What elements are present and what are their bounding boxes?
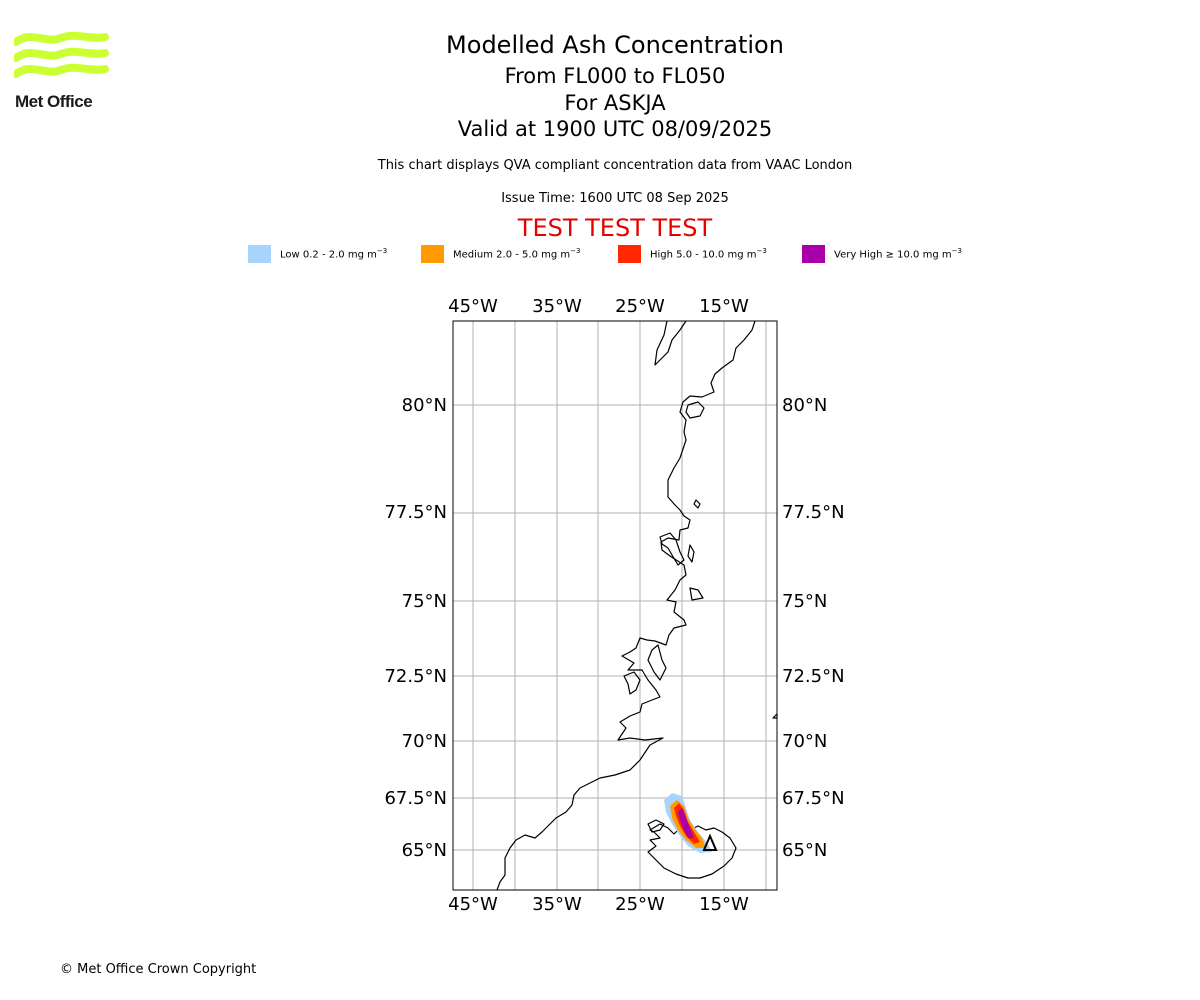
legend-unit-exp-low: −3 — [376, 247, 388, 255]
legend-unit-exp-high: −3 — [756, 247, 767, 255]
test-banner: TEST TEST TEST — [517, 214, 713, 242]
legend-label-low: Low 0.2 - 2.0 mg m — [280, 249, 377, 261]
qva-note: This chart displays QVA compliant concen… — [377, 158, 853, 173]
lat-label-right: 70°N — [782, 731, 827, 752]
lon-label-bottom: 35°W — [532, 894, 582, 915]
greenland-inlet — [659, 532, 685, 566]
lat-label-left: 80°N — [402, 395, 447, 416]
met-office-logo — [14, 31, 109, 78]
greenland-coast — [496, 320, 756, 891]
greenland-inlet — [647, 644, 667, 681]
flight-levels: From FL000 to FL050 — [504, 64, 726, 88]
greenland-inlet — [687, 544, 695, 563]
volcano-name: For ASKJA — [564, 91, 666, 115]
lat-label-right: 80°N — [782, 395, 827, 416]
legend-unit-exp-medium: −3 — [570, 247, 581, 255]
island-east — [689, 587, 704, 601]
lat-label-left: 72.5°N — [384, 666, 447, 687]
lon-label-top: 15°W — [699, 296, 749, 317]
legend-label-medium: Medium 2.0 - 5.0 mg m — [453, 249, 571, 261]
copyright-notice: © Met Office Crown Copyright — [60, 962, 257, 977]
ash-plume-very-high — [678, 808, 694, 838]
island-jan-mayen — [772, 713, 778, 719]
logo-wave-1 — [14, 31, 109, 46]
issue-time: Issue Time: 1600 UTC 08 Sep 2025 — [501, 191, 729, 206]
legend-swatch-medium — [421, 245, 444, 263]
legend-unit-exp-very-high: −3 — [951, 247, 962, 255]
greenland-inlet — [623, 671, 641, 695]
legend-swatch-low — [248, 245, 271, 263]
lat-label-left: 75°N — [402, 591, 447, 612]
lat-label-left: 67.5°N — [384, 788, 447, 809]
chart-title: Modelled Ash Concentration — [446, 31, 784, 59]
greenland-inlet — [693, 499, 701, 509]
lat-label-right: 72.5°N — [782, 666, 845, 687]
legend-swatch-very-high — [802, 245, 825, 263]
logo-wave-3 — [14, 63, 109, 78]
lat-label-right: 77.5°N — [782, 502, 845, 523]
logo-wordmark: Met Office — [15, 92, 93, 111]
axis-labels: 45°W 35°W 25°W 15°W 45°W 35°W 25°W 15°W … — [384, 296, 844, 915]
legend-swatch-high — [618, 245, 641, 263]
island-spitsbergen-w — [685, 401, 705, 419]
volcano-triangle-icon — [702, 833, 718, 851]
lon-label-bottom: 15°W — [699, 894, 749, 915]
lat-label-left: 65°N — [402, 840, 447, 861]
lat-label-left: 70°N — [402, 731, 447, 752]
map-gridlines — [453, 321, 777, 890]
iceland-west-fjords — [647, 819, 665, 833]
volcano-marker — [702, 833, 718, 851]
logo-wave-2 — [14, 47, 109, 62]
lat-label-right: 67.5°N — [782, 788, 845, 809]
lat-label-right: 75°N — [782, 591, 827, 612]
map-frame — [452, 320, 778, 891]
legend-label-high: High 5.0 - 10.0 mg m — [650, 249, 757, 261]
legend-label-very-high: Very High ≥ 10.0 mg m — [834, 249, 952, 261]
coastlines — [496, 320, 778, 891]
lon-label-top: 45°W — [448, 296, 498, 317]
lat-label-right: 65°N — [782, 840, 827, 861]
lon-label-top: 35°W — [532, 296, 582, 317]
ash-plume — [664, 793, 712, 853]
lon-label-bottom: 45°W — [448, 894, 498, 915]
lon-label-bottom: 25°W — [615, 894, 665, 915]
valid-time: Valid at 1900 UTC 08/09/2025 — [457, 117, 773, 141]
lat-label-left: 77.5°N — [384, 502, 447, 523]
lon-label-top: 25°W — [615, 296, 665, 317]
